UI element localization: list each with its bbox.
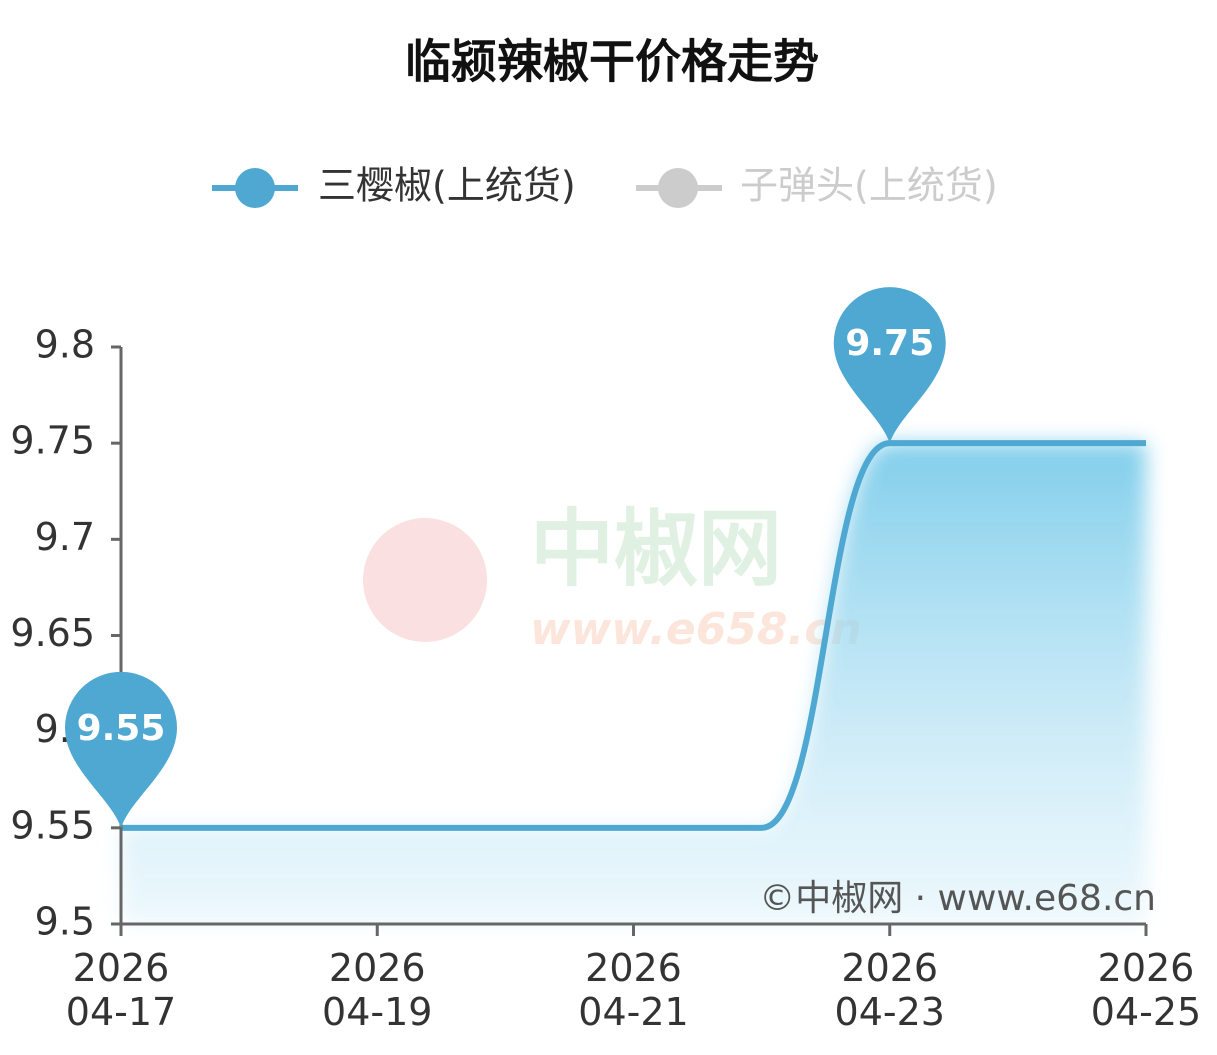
x-tick-label: 2026 04-23 bbox=[835, 946, 945, 1034]
series-line bbox=[121, 440, 1146, 831]
legend-dot bbox=[235, 168, 275, 208]
x-tick-label: 2026 04-21 bbox=[578, 946, 688, 1034]
legend-dot bbox=[658, 168, 698, 208]
y-tick-label: 9.8 bbox=[35, 323, 95, 367]
x-tick-label: 2026 04-19 bbox=[322, 946, 432, 1034]
y-tick-label: 9.55 bbox=[10, 803, 95, 847]
watermark-text: 中椒网 bbox=[530, 500, 782, 598]
watermark: 中椒网 www.e658.cn bbox=[363, 500, 862, 655]
x-tick-label: 2026 04-25 bbox=[1091, 946, 1201, 1034]
pin-label: 9.55 bbox=[77, 708, 166, 749]
y-tick-label: 9.7 bbox=[35, 515, 95, 559]
legend-label[interactable]: 三樱椒(上统货) bbox=[318, 164, 576, 208]
chart-title: 临颍辣椒干价格走势 bbox=[405, 35, 819, 89]
credit: ©中椒网 · www.e68.cn bbox=[759, 878, 1156, 919]
y-tick-label: 9.65 bbox=[10, 611, 95, 655]
y-tick-label: 9.75 bbox=[10, 419, 95, 463]
pin-label: 9.75 bbox=[845, 323, 934, 364]
pin bbox=[65, 671, 177, 828]
x-tick-label: 2026 04-17 bbox=[66, 946, 176, 1034]
y-tick-label: 9.5 bbox=[35, 900, 95, 944]
watermark-url: www.e658.cn bbox=[530, 604, 862, 655]
pin bbox=[833, 287, 946, 444]
legend-label[interactable]: 子弹头(上统货) bbox=[740, 164, 998, 208]
area-glow bbox=[121, 443, 1146, 924]
watermark-logo bbox=[363, 518, 487, 642]
